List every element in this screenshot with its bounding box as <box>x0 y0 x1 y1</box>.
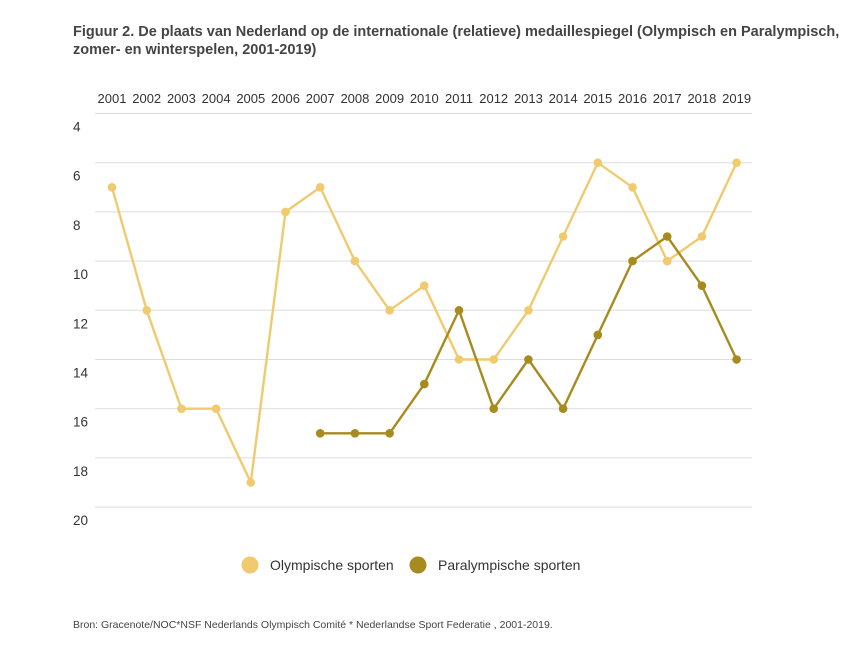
data-point <box>558 232 568 241</box>
data-point <box>350 256 360 266</box>
data-point <box>628 256 637 266</box>
x-tick-label: 2012 <box>479 91 508 106</box>
x-tick-label: 2005 <box>236 91 265 106</box>
y-axis-labels: 4 6 8 10 12 14 16 18 20 <box>73 120 89 529</box>
legend-marker <box>241 556 259 574</box>
data-point <box>454 355 464 364</box>
x-tick-label: 2013 <box>514 91 543 106</box>
data-point <box>628 183 637 192</box>
series-lines <box>110 161 738 484</box>
data-point <box>385 429 394 438</box>
x-tick-label: 2018 <box>687 91 716 106</box>
y-tick-label: 4 <box>73 120 81 135</box>
data-point <box>350 429 360 438</box>
y-tick-label: 20 <box>73 513 88 528</box>
data-point <box>593 158 603 167</box>
x-tick-label: 2017 <box>653 91 682 106</box>
series-line-1 <box>320 235 738 435</box>
data-point <box>558 404 568 414</box>
data-point <box>662 232 672 241</box>
x-tick-label: 2007 <box>306 91 335 106</box>
legend: Olympische sporten Paralympische sporten <box>241 556 580 574</box>
data-point <box>662 256 672 266</box>
legend-label: Olympische sporten <box>270 557 394 573</box>
data-point <box>454 306 464 315</box>
data-point <box>524 355 533 364</box>
x-tick-label: 2019 <box>722 91 751 106</box>
y-tick-label: 8 <box>73 218 81 233</box>
data-point <box>593 330 603 340</box>
x-tick-label: 2015 <box>583 91 612 106</box>
series-points <box>107 158 741 487</box>
data-point <box>524 306 533 315</box>
y-tick-label: 10 <box>73 267 88 282</box>
x-tick-label: 2006 <box>271 91 300 106</box>
data-point <box>385 306 394 315</box>
chart-title: Figuur 2. De plaats van Nederland op de … <box>73 24 840 58</box>
line-chart: 4 6 8 10 12 14 16 18 20 2001 2002 2003 2004 2005 2006… <box>73 91 752 574</box>
x-tick-label: 2009 <box>375 91 404 106</box>
y-tick-label: 12 <box>73 316 88 331</box>
data-point <box>697 281 707 291</box>
legend-label: Paralympische sporten <box>438 557 580 573</box>
legend-marker <box>409 556 427 574</box>
data-point <box>177 404 186 414</box>
x-tick-label: 2010 <box>410 91 439 106</box>
data-point <box>420 281 429 291</box>
data-point <box>211 404 221 414</box>
y-tick-label: 18 <box>73 464 88 479</box>
source-note: Bron: Gracenote/NOC*NSF Nederlands Olymp… <box>73 619 553 631</box>
data-point <box>732 355 741 364</box>
x-tick-label: 2001 <box>98 91 127 106</box>
y-tick-label: 6 <box>73 169 81 184</box>
data-point <box>315 183 325 192</box>
x-tick-label: 2016 <box>618 91 647 106</box>
series-line-0 <box>110 161 738 484</box>
data-point <box>142 306 151 315</box>
data-point <box>315 429 325 438</box>
data-point <box>489 355 499 364</box>
data-point <box>489 404 499 414</box>
y-tick-label: 14 <box>73 366 89 381</box>
x-tick-label: 2008 <box>340 91 369 106</box>
x-tick-label: 2003 <box>167 91 196 106</box>
x-tick-label: 2004 <box>202 91 231 106</box>
y-tick-label: 16 <box>73 415 88 430</box>
x-tick-label: 2011 <box>445 91 473 106</box>
data-point <box>697 232 707 241</box>
x-axis-labels: 2001 2002 2003 2004 2005 2006 2007 2008 2009 2010… <box>98 91 752 106</box>
gridlines <box>95 113 752 508</box>
data-point <box>420 379 429 389</box>
x-tick-label: 2002 <box>132 91 161 106</box>
data-point <box>732 158 741 167</box>
data-point <box>281 207 290 217</box>
data-point <box>246 478 256 487</box>
data-point <box>107 183 117 192</box>
x-tick-label: 2014 <box>549 91 578 106</box>
